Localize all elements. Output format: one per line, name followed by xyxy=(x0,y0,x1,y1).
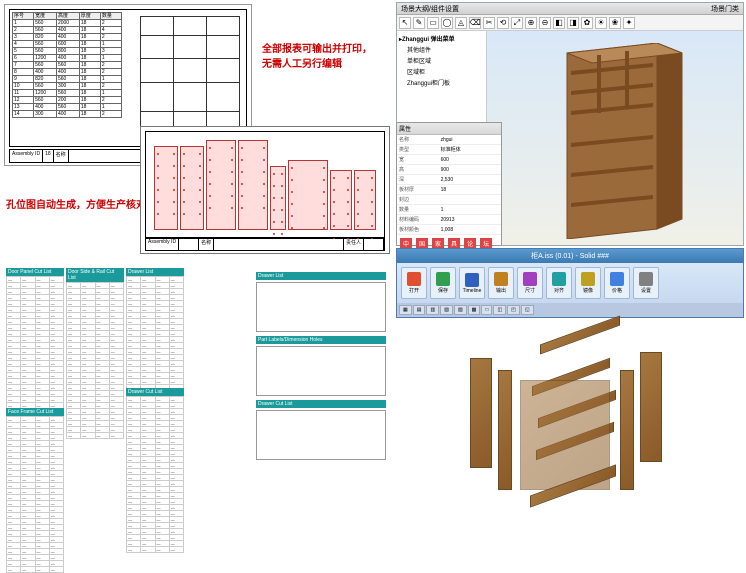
tb-id-label: Assembly ID xyxy=(10,150,43,162)
cad-frame-2 xyxy=(145,131,385,239)
tree-node[interactable]: Zhanggui柜门板 xyxy=(399,77,484,88)
sw-tab-9[interactable]: ◱ xyxy=(521,305,534,315)
hole-panels xyxy=(154,140,376,230)
sk-tool-0[interactable]: ↖ xyxy=(399,17,411,29)
cutlist-sheets: Door Panel Cut List—————————————————————… xyxy=(6,268,386,514)
sw-btn-0[interactable]: 打开 xyxy=(401,267,427,299)
sw-tabbar: ▦▤▥▧▨▩□◫◰◱ xyxy=(397,303,743,317)
tree-node[interactable]: 其他组件 xyxy=(399,44,484,55)
sk-title-right: 场景门类 xyxy=(711,4,739,14)
cad-sheet-holes: Assembly ID 名称 责任人 xyxy=(140,126,390,254)
tb-id-val: 18 xyxy=(43,150,54,162)
sk-tool-1[interactable]: ✎ xyxy=(413,17,425,29)
sw-tab-2[interactable]: ▥ xyxy=(426,305,439,315)
sw-btn-1[interactable]: 保存 xyxy=(430,267,456,299)
properties-panel: 属性 名称zhgui类型标准柜体宽600高900深2,530板材厚18封边数量1… xyxy=(396,122,502,246)
prop-table: 名称zhgui类型标准柜体宽600高900深2,530板材厚18封边数量1材料编… xyxy=(397,135,501,235)
sk-tool-9[interactable]: ⊕ xyxy=(525,17,537,29)
sk-tool-14[interactable]: ☀ xyxy=(595,17,607,29)
prop-title: 属性 xyxy=(397,123,501,135)
sk-tool-7[interactable]: ⟲ xyxy=(497,17,509,29)
sw-tab-1[interactable]: ▤ xyxy=(413,305,426,315)
exploded-view xyxy=(440,330,720,514)
cutlist-3: Drawer Cut List—————————————————————————… xyxy=(126,388,184,553)
sw-tab-3[interactable]: ▧ xyxy=(440,305,453,315)
sk-title-left: 场景大纲/组件设置 xyxy=(401,4,459,14)
sk-tool-16[interactable]: ✦ xyxy=(623,17,635,29)
cabinet-elevation xyxy=(140,16,240,136)
sk-tool-2[interactable]: ▭ xyxy=(427,17,439,29)
sw-btn-5[interactable]: 对齐 xyxy=(546,267,572,299)
sk-tool-6[interactable]: ✂ xyxy=(483,17,495,29)
sk-tool-3[interactable]: ◯ xyxy=(441,17,453,29)
sk-tool-8[interactable]: ⤢ xyxy=(511,17,523,29)
tb-name-label: 名称 xyxy=(54,150,69,162)
sk-tool-11[interactable]: ◧ xyxy=(553,17,565,29)
cabinet-3d xyxy=(547,43,687,239)
tree-node[interactable]: 单柜区域 xyxy=(399,55,484,66)
sk-tool-13[interactable]: ✿ xyxy=(581,17,593,29)
sk-titlebar: 场景大纲/组件设置 场景门类 xyxy=(397,3,743,15)
annotation-print: 全部报表可输出并打印， 无需人工另行编辑 xyxy=(262,40,392,70)
sw-btn-6[interactable]: 镜像 xyxy=(575,267,601,299)
sw-titlebar: 柜A.iss (0.01) - Solid ### xyxy=(397,249,743,263)
sk-tool-10[interactable]: ⊖ xyxy=(539,17,551,29)
solidworks-window: 柜A.iss (0.01) - Solid ### 打开保存Timeline输出… xyxy=(396,248,744,318)
bom-table: 序号宽度高度厚度数量156020001822560400184382040018… xyxy=(12,12,122,118)
sw-btn-3[interactable]: 输出 xyxy=(488,267,514,299)
tree-root[interactable]: ▸Zhanggui 弹出菜单 xyxy=(399,33,484,44)
sw-btn-8[interactable]: 设置 xyxy=(633,267,659,299)
cutlist-1: Door Side & Rail Cut List———————————————… xyxy=(66,268,124,439)
cutlist-4: Face Frame Cut List—————————————————————… xyxy=(6,408,64,573)
cutlist-diagrams: Drawer ListPart Labels/Dimension HolesDr… xyxy=(256,268,386,462)
sk-tool-15[interactable]: ❀ xyxy=(609,17,621,29)
sw-tab-8[interactable]: ◰ xyxy=(507,305,520,315)
sw-tab-7[interactable]: ◫ xyxy=(493,305,506,315)
sw-btn-7[interactable]: 价格 xyxy=(604,267,630,299)
sk-tool-5[interactable]: ⌫ xyxy=(469,17,481,29)
tree-node[interactable]: 区域柜 xyxy=(399,66,484,77)
sk-tool-4[interactable]: ◬ xyxy=(455,17,467,29)
sw-ribbon: 打开保存Timeline输出尺寸对齐镜像价格设置 xyxy=(397,263,743,303)
sw-tab-4[interactable]: ▨ xyxy=(454,305,467,315)
sw-btn-4[interactable]: 尺寸 xyxy=(517,267,543,299)
sw-tab-0[interactable]: ▦ xyxy=(399,305,412,315)
sw-tab-5[interactable]: ▩ xyxy=(468,305,481,315)
sw-tab-6[interactable]: □ xyxy=(481,305,492,315)
title-block-2: Assembly ID 名称 责任人 xyxy=(145,237,385,251)
3d-viewport[interactable] xyxy=(487,31,743,245)
sw-btn-2[interactable]: Timeline xyxy=(459,267,485,299)
sk-toolbar: ↖✎▭◯◬⌫✂⟲⤢⊕⊖◧◨✿☀❀✦ xyxy=(397,15,743,31)
sk-tool-12[interactable]: ◨ xyxy=(567,17,579,29)
